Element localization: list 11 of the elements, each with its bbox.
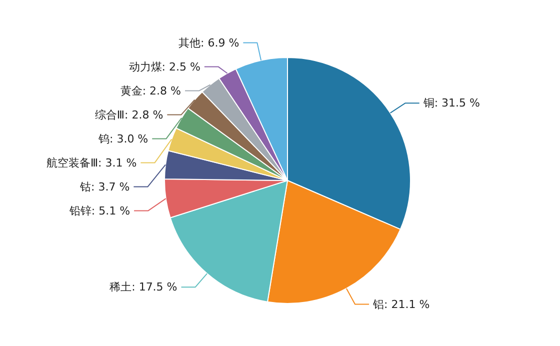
slice-label: 其他: 6.9 %	[178, 36, 240, 50]
slice-label: 航空装备Ⅲ: 3.1 %	[46, 156, 137, 170]
slice-label: 钴: 3.7 %	[79, 180, 130, 194]
slice-label: 综合Ⅲ: 2.8 %	[94, 108, 164, 122]
slice-label: 铜: 31.5 %	[422, 96, 480, 110]
slice-label: 动力煤: 2.5 %	[128, 60, 200, 74]
slice-label: 黄金: 2.8 %	[120, 84, 182, 98]
slice-label: 铅锌: 5.1 %	[68, 204, 130, 218]
slice-label: 铝: 21.1 %	[372, 298, 430, 311]
slice-label: 钨: 3.0 %	[97, 132, 148, 146]
slice-label: 稀土: 17.5 %	[110, 280, 178, 294]
